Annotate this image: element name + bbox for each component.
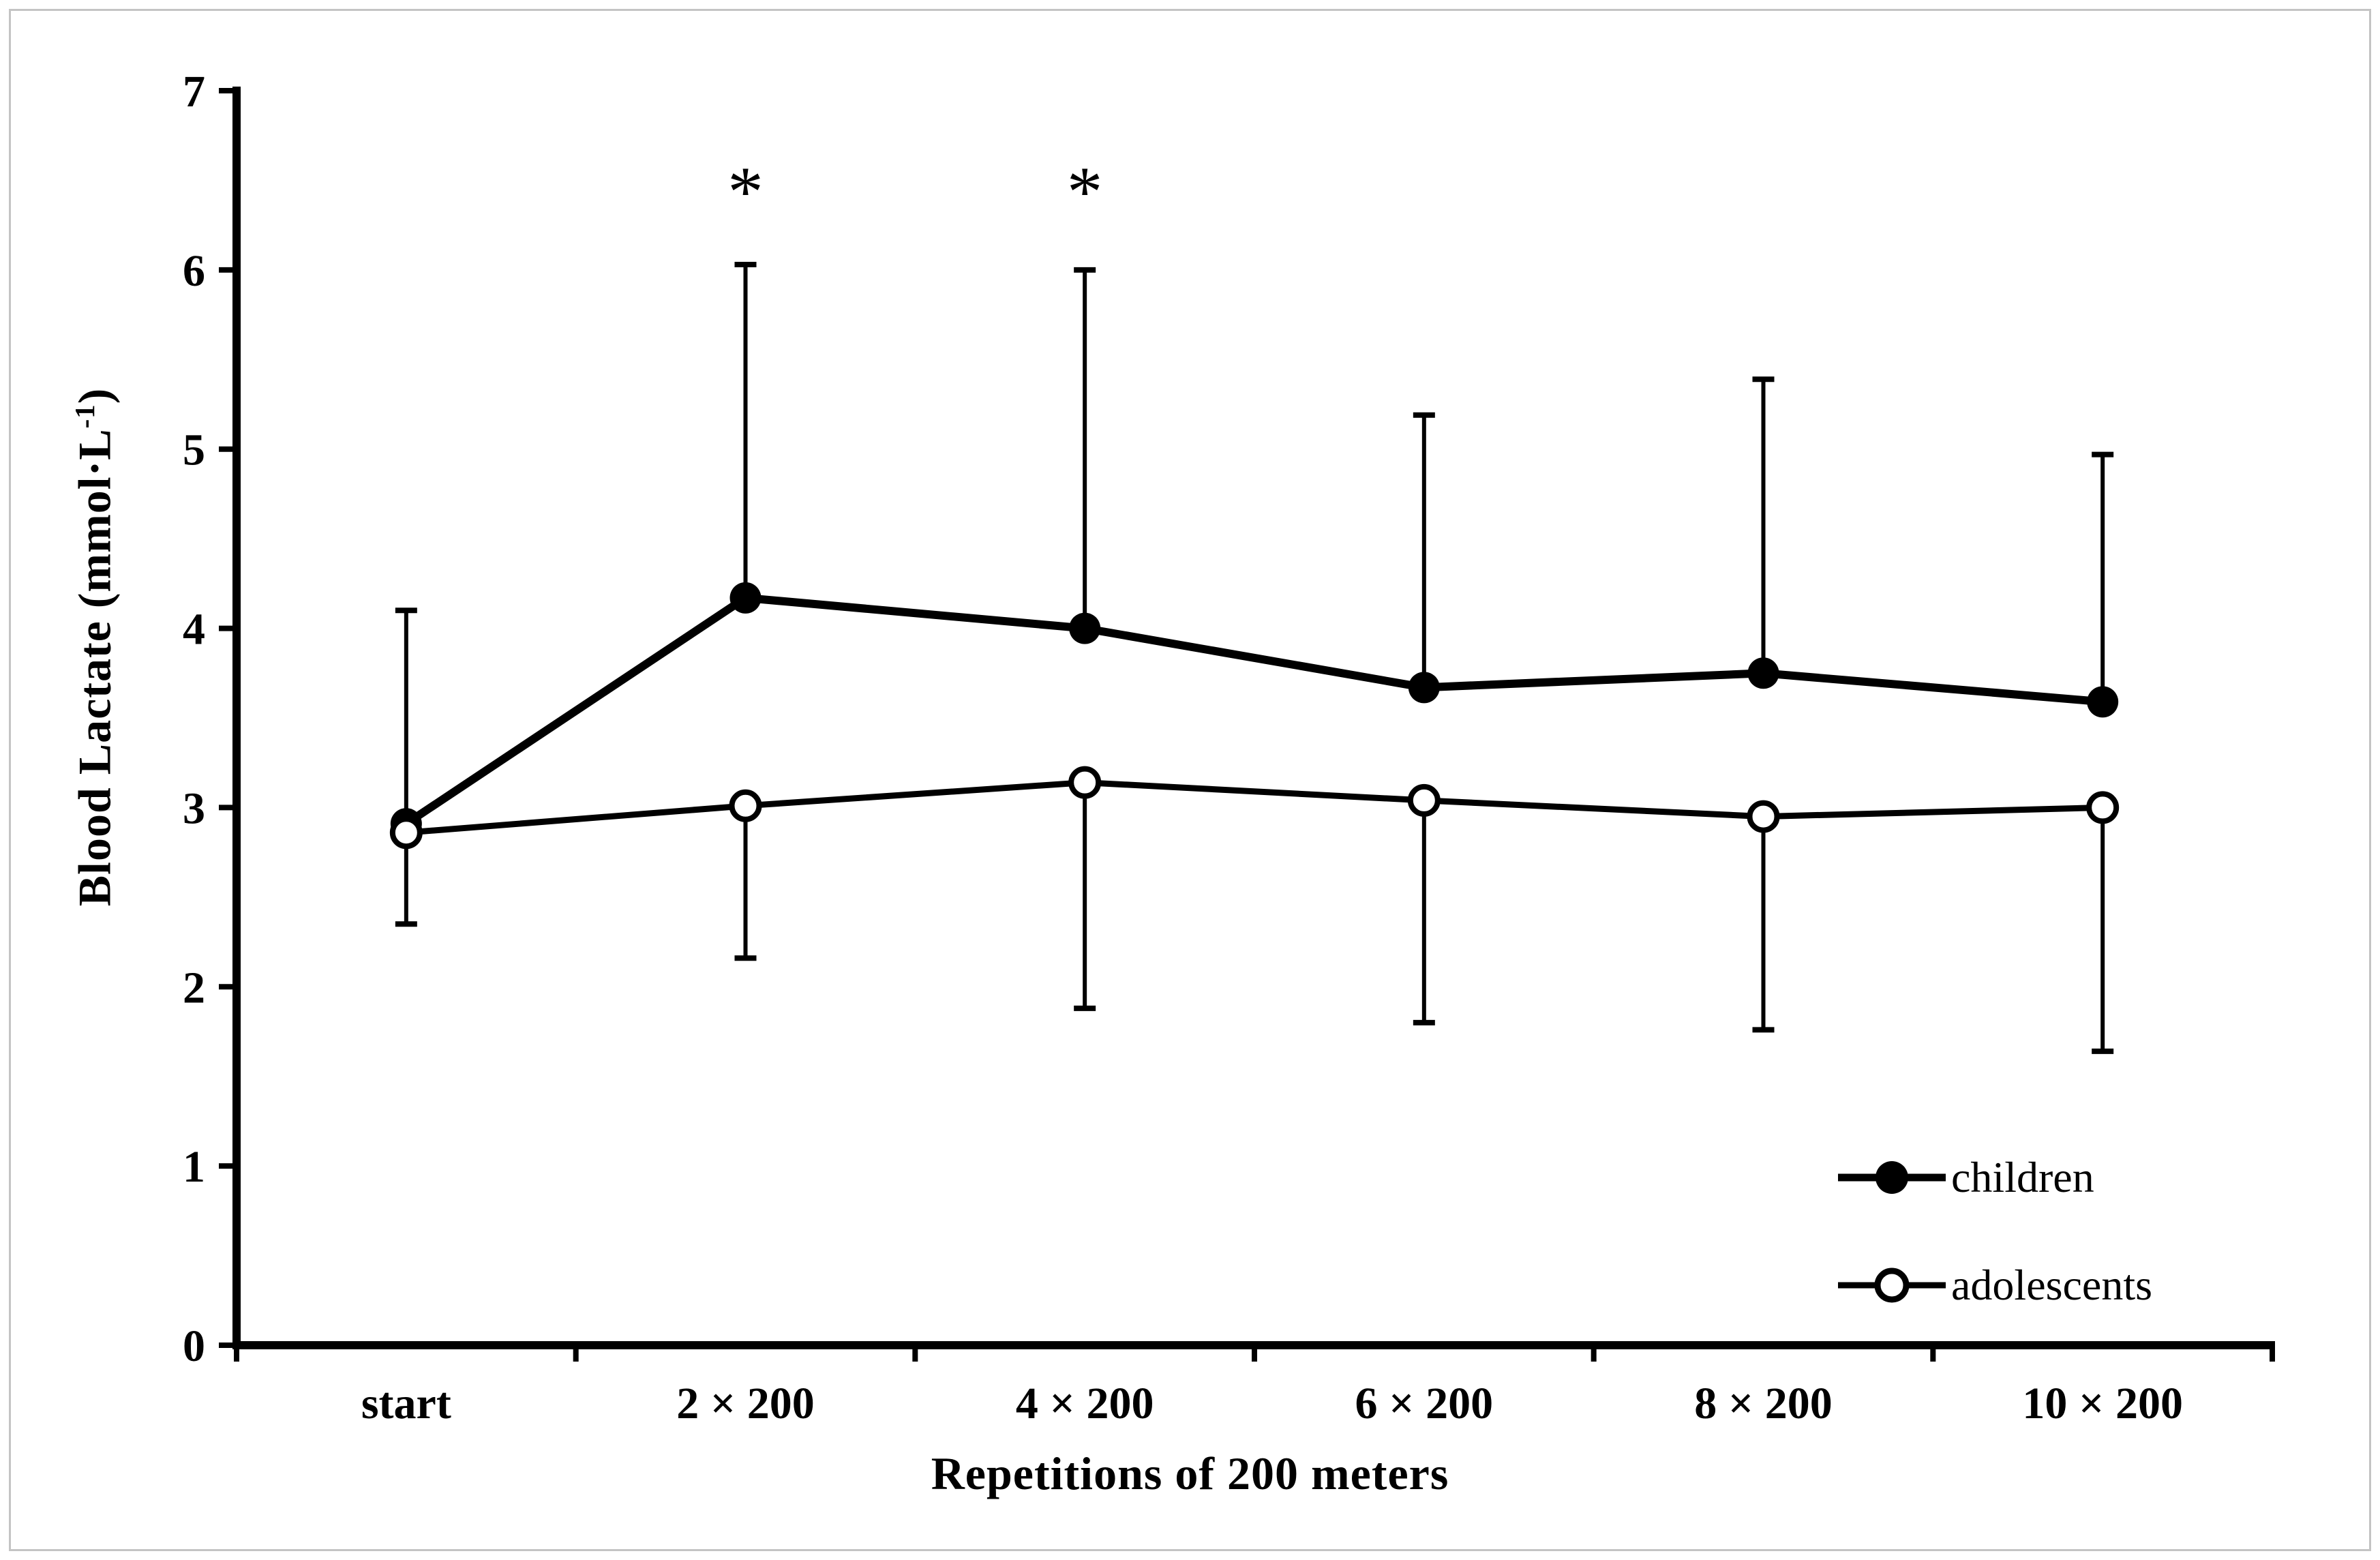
children-filled-circle-icon xyxy=(1838,1161,1946,1194)
series-adolescents-error-bars xyxy=(395,782,2114,1054)
data-point-adolescents-4 xyxy=(1747,800,1780,833)
y-axis-title: Blood Lactate (mmol·L-1) xyxy=(54,170,121,1124)
y-axis-title-close-paren: ) xyxy=(68,387,121,404)
legend: children adolescents xyxy=(1835,1153,2152,1309)
data-point-adolescents-0 xyxy=(389,816,423,850)
significance-asterisk-1: * xyxy=(1067,151,1103,231)
legend-label-adolescents: adolescents xyxy=(1951,1261,2152,1309)
category-label-2: 4 × 200 xyxy=(1016,1379,1154,1428)
data-point-adolescents-5 xyxy=(2086,791,2120,824)
y-tick-label-7: 7 xyxy=(183,67,205,117)
category-label-5: 10 × 200 xyxy=(2022,1379,2183,1428)
x-axis-category-labels: start 2 × 200 4 × 200 6 × 200 8 × 200 10 × 20… xyxy=(361,1379,2183,1428)
adolescents-open-circle-icon xyxy=(1838,1268,1946,1303)
data-point-adolescents-1 xyxy=(729,789,762,822)
y-axis-tick-labels: 0 1 2 3 4 5 6 7 xyxy=(183,67,205,1371)
data-point-adolescents-2 xyxy=(1068,766,1102,799)
series-children-line xyxy=(404,593,2103,828)
y-tick-label-1: 1 xyxy=(183,1142,205,1192)
series-children-error-bars xyxy=(395,261,2114,824)
data-point-children-4 xyxy=(1747,657,1779,689)
category-label-3: 6 × 200 xyxy=(1355,1379,1494,1428)
data-point-adolescents-3 xyxy=(1407,783,1441,817)
y-axis-title-superscript: -1 xyxy=(70,404,100,429)
data-point-children-2 xyxy=(1069,612,1101,644)
y-axis-ticks xyxy=(219,88,237,1348)
legend-label-children: children xyxy=(1951,1153,2094,1201)
y-tick-label-0: 0 xyxy=(183,1321,205,1371)
category-label-0: start xyxy=(361,1379,451,1428)
y-tick-label-6: 6 xyxy=(183,246,205,296)
y-axis-title-text: Blood Lactate (mmol·L xyxy=(68,428,121,907)
series-adolescents-markers xyxy=(389,766,2120,850)
y-tick-label-4: 4 xyxy=(183,605,205,655)
annotations: * * xyxy=(727,151,1102,231)
data-point-children-1 xyxy=(729,582,762,614)
series-adolescents-line xyxy=(406,779,2103,836)
data-point-children-3 xyxy=(1408,672,1440,704)
y-tick-label-2: 2 xyxy=(183,963,205,1012)
significance-asterisk-0: * xyxy=(727,151,764,231)
series-children-markers xyxy=(390,582,2119,840)
y-tick-label-3: 3 xyxy=(183,783,205,833)
data-point-children-5 xyxy=(2087,686,2119,718)
category-label-4: 8 × 200 xyxy=(1694,1379,1833,1428)
y-tick-label-5: 5 xyxy=(183,425,205,475)
category-label-1: 2 × 200 xyxy=(676,1379,815,1428)
legend-item-adolescents: adolescents xyxy=(1835,1261,2152,1309)
x-axis-ticks xyxy=(234,1345,2275,1362)
legend-item-children: children xyxy=(1835,1153,2152,1201)
x-axis-title: Repetitions of 200 meters xyxy=(931,1448,1449,1499)
